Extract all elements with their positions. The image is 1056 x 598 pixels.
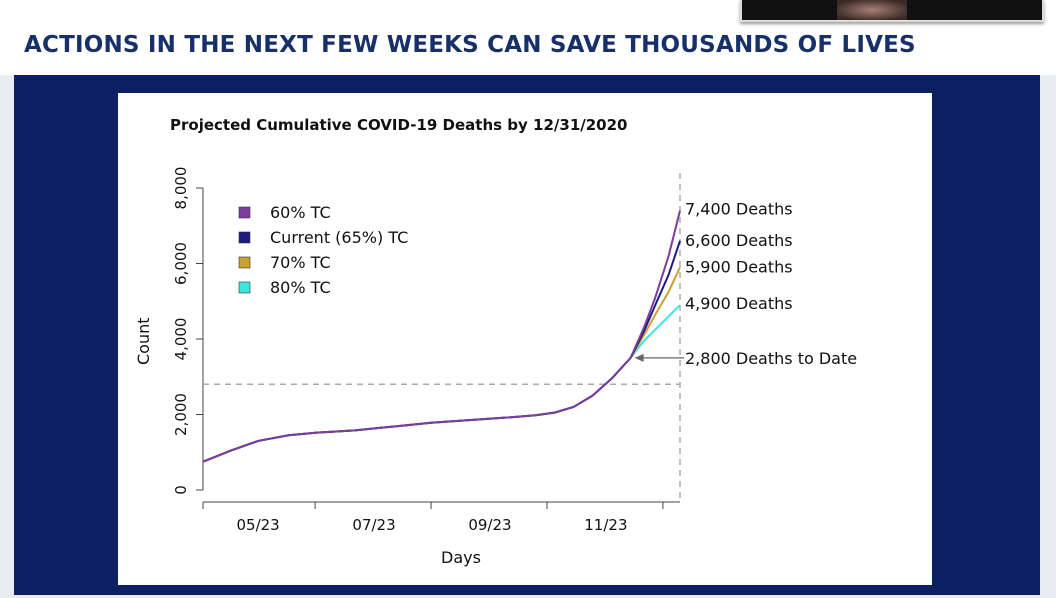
x-tick-label: 11/23	[584, 516, 627, 534]
y-tick-label: 2,000	[172, 393, 190, 436]
annotation-label: 4,900 Deaths	[685, 294, 793, 313]
y-tick-label: 0	[172, 485, 190, 495]
x-axis-label: Days	[441, 548, 481, 567]
chart: Projected Cumulative COVID-19 Deaths by …	[134, 116, 857, 567]
legend-swatch	[238, 206, 251, 219]
x-tick-label: 05/23	[236, 516, 279, 534]
webcam-overlay	[740, 0, 1044, 22]
annotation-label: 5,900 Deaths	[685, 257, 793, 276]
series-line	[202, 240, 681, 463]
chart-title: Projected Cumulative COVID-19 Deaths by …	[170, 116, 628, 134]
legend-swatch	[238, 256, 251, 269]
chart-panel: Projected Cumulative COVID-19 Deaths by …	[118, 93, 932, 585]
annotation-label: 2,800 Deaths to Date	[685, 349, 857, 368]
arrow-head-icon	[634, 353, 644, 362]
y-axis-label: Count	[134, 317, 153, 365]
legend-label: 80% TC	[270, 278, 331, 297]
x-tick-label: 09/23	[468, 516, 511, 534]
y-tick-label: 6,000	[172, 242, 190, 285]
x-tick-label: 07/23	[352, 516, 395, 534]
annotation-label: 6,600 Deaths	[685, 231, 793, 250]
legend-swatch	[238, 281, 251, 294]
y-tick-label: 4,000	[172, 318, 190, 361]
annotation-label: 7,400 Deaths	[685, 200, 793, 219]
series-line	[202, 210, 681, 463]
legend-swatch	[238, 231, 251, 244]
legend-label: 70% TC	[270, 253, 331, 272]
slide-headline: ACTIONS IN THE NEXT FEW WEEKS CAN SAVE T…	[24, 32, 916, 58]
presenter-video	[837, 0, 907, 20]
legend-label: 60% TC	[270, 203, 331, 222]
legend-label: Current (65%) TC	[270, 228, 408, 247]
y-tick-label: 8,000	[172, 167, 190, 210]
